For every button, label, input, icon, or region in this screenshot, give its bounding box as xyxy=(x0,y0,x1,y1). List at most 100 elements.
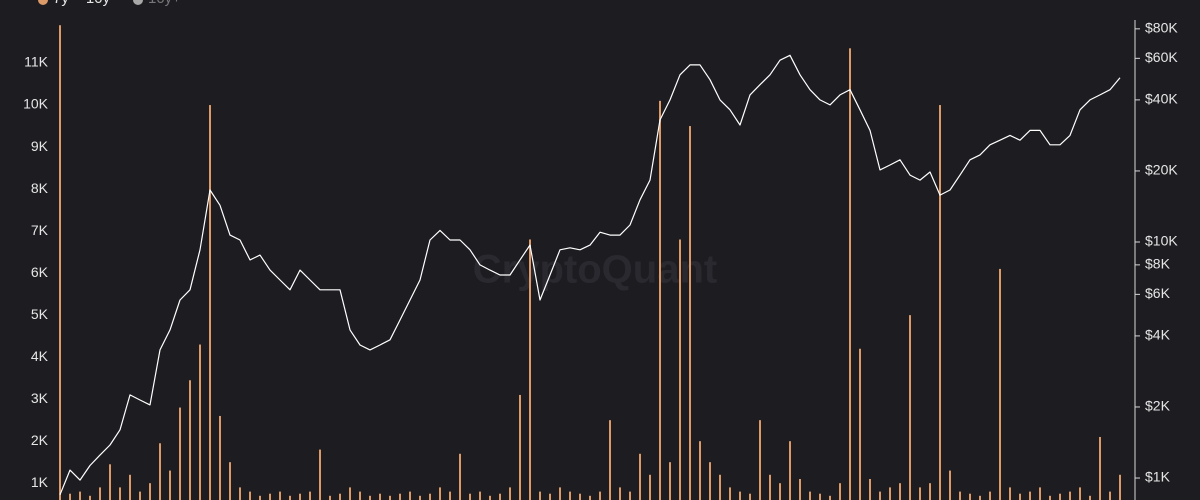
bar xyxy=(109,464,111,500)
bar xyxy=(639,453,641,500)
bar xyxy=(819,493,821,500)
bar xyxy=(899,483,901,500)
bar xyxy=(709,462,711,500)
bar xyxy=(559,487,561,500)
y-tick-label: 11K xyxy=(24,54,49,70)
bar xyxy=(659,100,661,500)
bar xyxy=(239,487,241,500)
bar xyxy=(119,487,121,500)
bar xyxy=(949,470,951,500)
legend-label[interactable]: 10y+ xyxy=(148,0,181,7)
bar xyxy=(999,268,1001,500)
y-tick-label: 4K xyxy=(31,348,49,364)
bar xyxy=(259,495,261,500)
legend-marker xyxy=(38,0,48,5)
bar xyxy=(1049,495,1051,500)
bar xyxy=(149,483,151,500)
bar xyxy=(329,495,331,500)
bar xyxy=(829,495,831,500)
bar xyxy=(539,491,541,500)
bar xyxy=(409,491,411,500)
bar xyxy=(309,491,311,500)
y-tick-label: 1K xyxy=(31,474,49,490)
bar xyxy=(79,491,81,500)
bar xyxy=(379,493,381,500)
bar xyxy=(619,487,621,500)
bar xyxy=(1019,493,1021,500)
bar xyxy=(839,483,841,500)
bar xyxy=(439,487,441,500)
bar xyxy=(489,495,491,500)
bar xyxy=(599,491,601,500)
y-tick-label: 7K xyxy=(31,222,49,238)
bar xyxy=(129,474,131,500)
bar xyxy=(909,315,911,500)
bar xyxy=(419,495,421,500)
y2-tick-label: $1K xyxy=(1145,469,1171,485)
bar xyxy=(179,407,181,500)
bar xyxy=(249,491,251,500)
bar xyxy=(589,495,591,500)
bar xyxy=(509,487,511,500)
bar xyxy=(299,493,301,500)
bar xyxy=(549,493,551,500)
y-tick-label: 10K xyxy=(23,96,49,112)
bar xyxy=(749,493,751,500)
bar xyxy=(959,491,961,500)
bar xyxy=(449,491,451,500)
bar xyxy=(189,380,191,500)
bar xyxy=(879,491,881,500)
bar xyxy=(919,487,921,500)
y2-tick-label: $6K xyxy=(1145,285,1171,301)
bar xyxy=(799,478,801,500)
bar xyxy=(1069,491,1071,500)
bar xyxy=(389,495,391,500)
bar xyxy=(1059,493,1061,500)
bar xyxy=(1039,487,1041,500)
bar xyxy=(469,493,471,500)
y-tick-label: 3K xyxy=(31,390,49,406)
bar xyxy=(169,470,171,500)
y-tick-label: 2K xyxy=(31,432,49,448)
bar xyxy=(529,239,531,500)
bar xyxy=(459,453,461,500)
bar xyxy=(849,48,851,500)
bar xyxy=(609,420,611,500)
y2-tick-label: $40K xyxy=(1145,91,1178,107)
bar xyxy=(59,25,61,500)
price-line xyxy=(59,54,1121,495)
bar xyxy=(869,478,871,500)
bar xyxy=(679,239,681,500)
bar xyxy=(669,462,671,500)
bar xyxy=(519,394,521,500)
bar xyxy=(1079,487,1081,500)
bar xyxy=(579,493,581,500)
bar xyxy=(69,493,71,500)
y2-tick-label: $10K xyxy=(1145,233,1178,249)
legend-marker xyxy=(133,0,143,5)
legend-label[interactable]: 7y ~ 10y xyxy=(53,0,111,7)
bar xyxy=(279,491,281,500)
bar xyxy=(759,420,761,500)
bar xyxy=(929,483,931,500)
bar xyxy=(479,491,481,500)
bar xyxy=(359,491,361,500)
bar xyxy=(199,344,201,500)
y-tick-label: 5K xyxy=(31,306,49,322)
bar xyxy=(859,348,861,500)
y2-tick-label: $20K xyxy=(1145,162,1178,178)
y2-tick-label: $4K xyxy=(1145,327,1171,343)
bar xyxy=(1109,491,1111,500)
bar xyxy=(319,449,321,500)
bar xyxy=(399,493,401,500)
bar xyxy=(499,493,501,500)
bar xyxy=(219,415,221,500)
bar xyxy=(889,487,891,500)
bar xyxy=(769,474,771,500)
bar xyxy=(429,493,431,500)
bar xyxy=(369,495,371,500)
y-tick-label: 6K xyxy=(31,264,49,280)
bar xyxy=(289,495,291,500)
bar xyxy=(699,441,701,500)
